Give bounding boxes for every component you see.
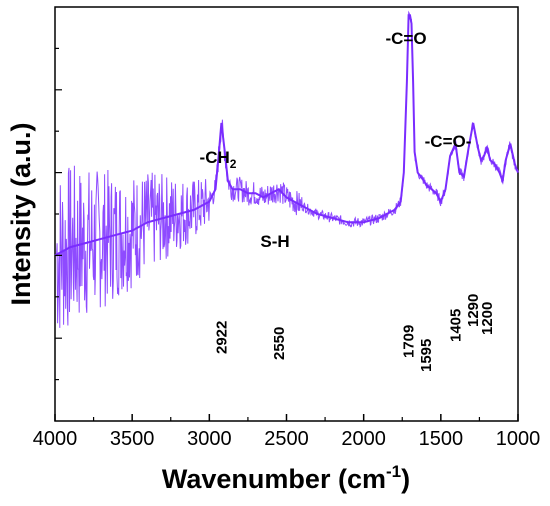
x-axis-title-main: Wavenumber (cm [162, 464, 386, 494]
x-axis-title-close: ) [401, 464, 410, 494]
group-annotation: -C=O- [425, 132, 472, 151]
y-axis-ticks [55, 47, 62, 381]
x-tick-label: 3500 [110, 428, 155, 450]
group-annotation: -C=O [385, 29, 426, 48]
peak-wavenumber-label: 2550 [271, 327, 288, 360]
x-tick-label: 2500 [264, 428, 309, 450]
annotations: -CH2 S-H -C=O -C=O- [200, 29, 472, 251]
group-annotation: S-H [260, 232, 289, 251]
peak-wavenumber-label: 1405 [448, 309, 465, 342]
x-axis-ticks: 4000 3500 3000 2500 2000 1500 1000 [33, 414, 541, 450]
spectrum-noise [56, 10, 517, 328]
x-tick-label: 4000 [33, 428, 78, 450]
peak-wavenumber-label: 1200 [479, 302, 496, 335]
x-tick-label: 3000 [187, 428, 232, 450]
peak-wavenumber-label: 1595 [418, 339, 435, 372]
peak-wavenumber-label: 1290 [465, 294, 482, 327]
x-tick-label: 1500 [419, 428, 464, 450]
y-axis-title: Intensity (a.u.) [6, 122, 36, 305]
x-axis-title-sup: -1 [386, 462, 401, 481]
spectrum-line [54, 14, 519, 257]
x-axis-title: Wavenumber (cm-1) [162, 462, 410, 494]
peak-wavenumber-label: 1709 [401, 325, 418, 358]
group-annotation: -CH2 [200, 148, 237, 171]
noise-trace [56, 10, 517, 328]
peak-wavenumber-label: 2922 [213, 321, 230, 354]
x-tick-label: 1000 [496, 428, 541, 450]
x-tick-label: 2000 [341, 428, 386, 450]
